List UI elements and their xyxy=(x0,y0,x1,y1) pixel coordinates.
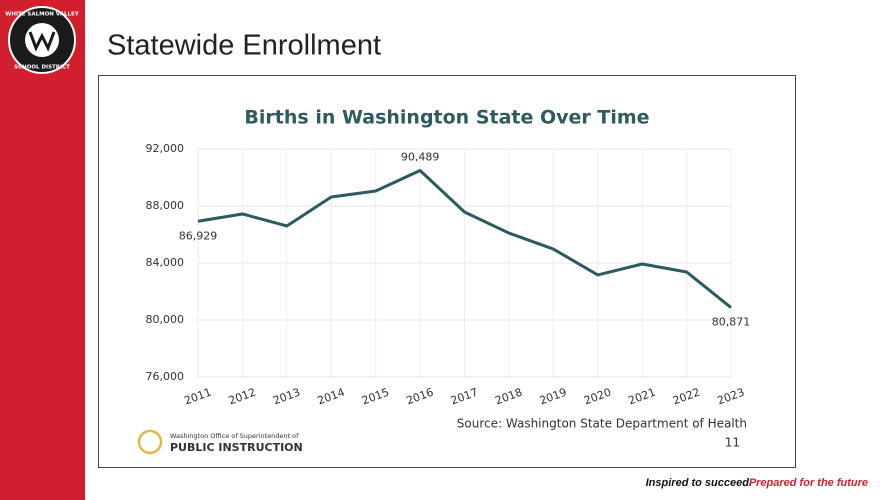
page-number: 11 xyxy=(725,436,740,450)
agency-logo xyxy=(137,429,163,455)
logo-mark xyxy=(28,31,56,52)
data-label: 80,871 xyxy=(712,316,751,329)
chart-frame xyxy=(98,75,796,468)
logo-bottom-text: SCHOOL DISTRICT xyxy=(14,65,70,71)
tagline-part2: Prepared for the future xyxy=(749,477,868,489)
y-tick-label: 76,000 xyxy=(146,370,185,383)
tagline-part1: Inspired to succeed. xyxy=(646,477,752,489)
chart-title: Births in Washington State Over Time xyxy=(244,107,649,129)
data-line xyxy=(197,169,732,309)
y-tick-label: 88,000 xyxy=(146,199,185,212)
logo-top-text: WHITE SALMON VALLEY xyxy=(5,12,79,18)
data-label: 90,489 xyxy=(401,151,440,164)
agency-line1: Washington Office of Superintendent of xyxy=(170,432,299,440)
slide-title: Statewide Enrollment xyxy=(107,30,381,62)
y-tick-label: 84,000 xyxy=(146,256,185,269)
side-bar xyxy=(0,0,85,500)
chart-source: Source: Washington State Department of H… xyxy=(457,417,747,431)
agency-line2: PUBLIC INSTRUCTION xyxy=(170,441,303,454)
y-tick-label: 92,000 xyxy=(146,142,185,155)
logo-inner xyxy=(25,23,59,57)
y-tick-label: 80,000 xyxy=(146,313,185,326)
data-label: 86,929 xyxy=(179,229,218,242)
